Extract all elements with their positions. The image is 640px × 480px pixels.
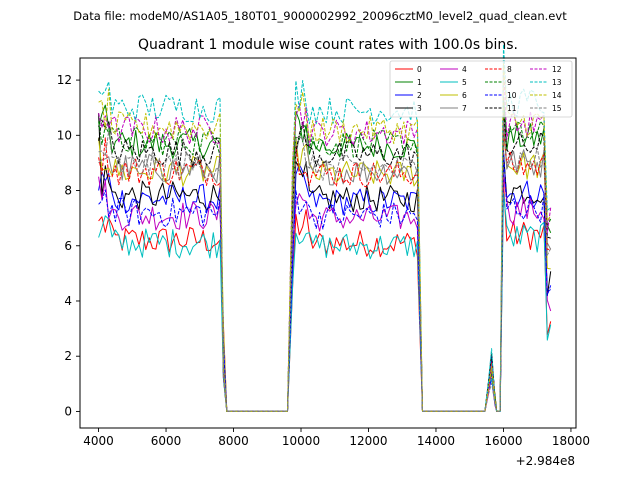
legend-box bbox=[389, 60, 573, 118]
legend-label-9: 9 bbox=[507, 78, 512, 87]
legend-label-2: 2 bbox=[417, 91, 422, 100]
chart-title: Quadrant 1 module wise count rates with … bbox=[138, 37, 518, 53]
x-tick-label: 10000 bbox=[282, 434, 320, 448]
legend-label-7: 7 bbox=[462, 104, 467, 113]
y-tick-label: 0 bbox=[64, 404, 72, 418]
legend-label-4: 4 bbox=[462, 65, 467, 74]
series-line-8 bbox=[98, 126, 551, 412]
y-tick-label: 2 bbox=[64, 349, 72, 363]
x-tick-label: 14000 bbox=[417, 434, 455, 448]
x-tick-label: 8000 bbox=[218, 434, 249, 448]
y-tick-label: 12 bbox=[57, 73, 72, 87]
x-tick-label: 6000 bbox=[151, 434, 182, 448]
series-line-15 bbox=[98, 119, 552, 412]
x-tick-label: 12000 bbox=[349, 434, 387, 448]
y-tick-label: 6 bbox=[64, 239, 72, 253]
x-offset-label: +2.984e8 bbox=[516, 454, 575, 468]
legend-label-0: 0 bbox=[417, 65, 422, 74]
legend-label-6: 6 bbox=[462, 91, 467, 100]
legend-label-10: 10 bbox=[507, 91, 517, 100]
y-tick-label: 8 bbox=[64, 184, 72, 198]
legend-label-12: 12 bbox=[552, 65, 562, 74]
x-tick-label: 18000 bbox=[552, 434, 590, 448]
plot-area: 4000 6000 8000 10000 12000 14000 16000 18000 0 2 4… bbox=[57, 43, 590, 448]
series-lines bbox=[98, 43, 552, 412]
series-line-14 bbox=[98, 63, 552, 412]
x-axis: 4000 6000 8000 10000 12000 14000 16000 18000 bbox=[83, 428, 590, 448]
legend-label-15: 15 bbox=[552, 104, 562, 113]
legend-label-13: 13 bbox=[552, 78, 562, 87]
legend-label-1: 1 bbox=[417, 78, 422, 87]
figure-suptitle: Data file: modeM0/AS1A05_180T01_90000029… bbox=[73, 9, 567, 23]
legend-label-14: 14 bbox=[552, 91, 562, 100]
series-line-13 bbox=[98, 43, 552, 412]
x-tick-label: 4000 bbox=[83, 434, 114, 448]
x-tick-label: 16000 bbox=[484, 434, 522, 448]
y-axis: 0 2 4 6 8 10 12 bbox=[57, 73, 80, 418]
legend-label-8: 8 bbox=[507, 65, 512, 74]
legend-label-11: 11 bbox=[507, 104, 517, 113]
axes-frame bbox=[79, 57, 577, 429]
legend-label-5: 5 bbox=[462, 78, 467, 87]
y-tick-label: 4 bbox=[64, 294, 72, 308]
legend-label-3: 3 bbox=[417, 104, 422, 113]
y-tick-label: 10 bbox=[57, 128, 72, 142]
